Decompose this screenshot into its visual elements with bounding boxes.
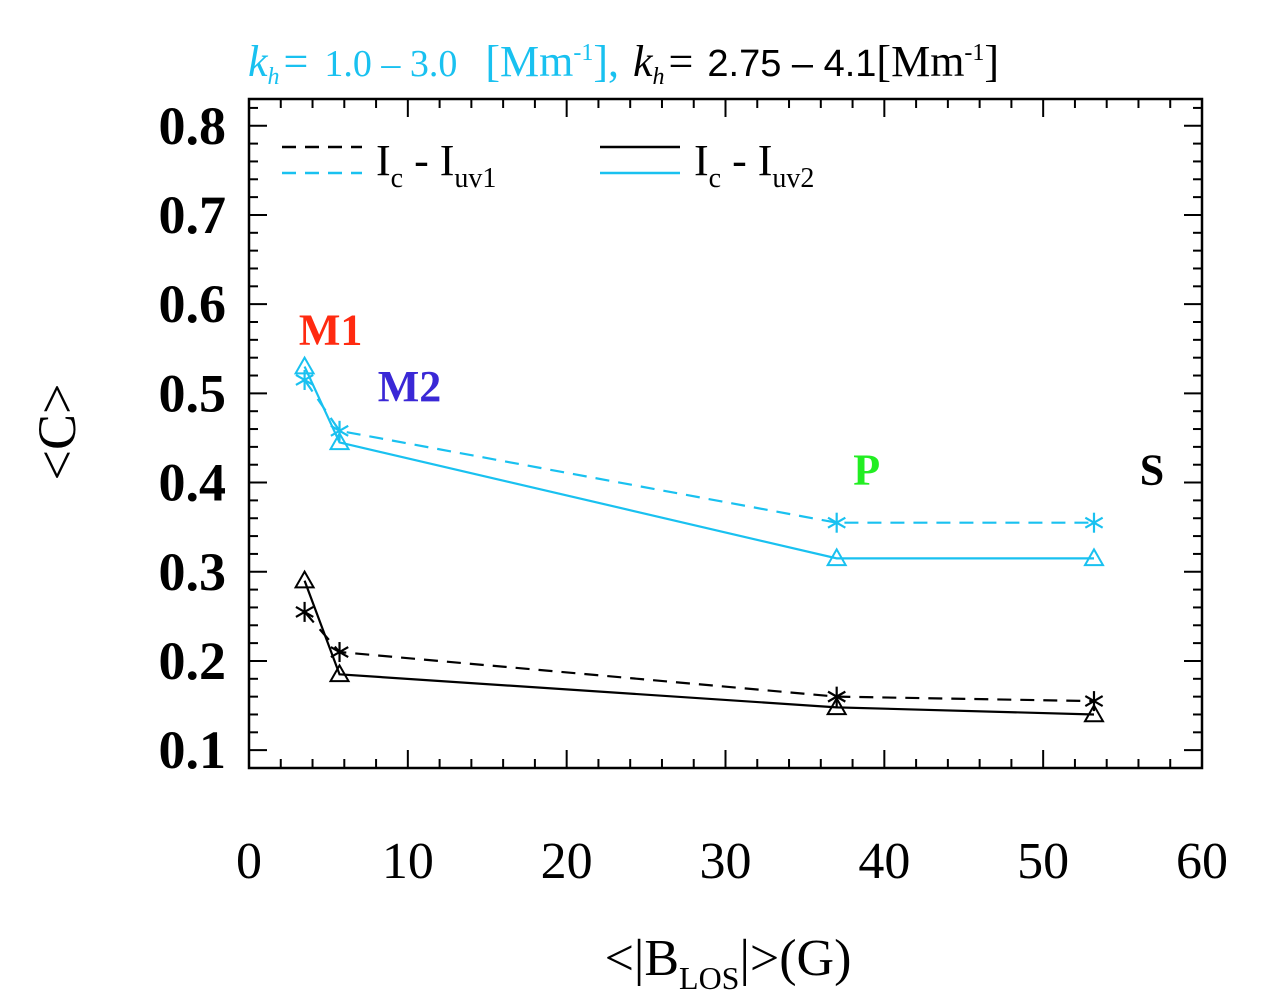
title-range2: 2.75 – 4.1 <box>707 43 876 85</box>
x-axis-label: <|BLOS|>(G) <box>605 930 852 996</box>
title-kh2-sub: h <box>653 64 665 90</box>
y-tick-label: 0.8 <box>159 96 227 156</box>
title-unit1-close: ], <box>593 37 619 86</box>
y-tick-label: 0.7 <box>159 185 227 245</box>
legend-label-iuv1: Ic - Iuv1 <box>376 136 496 194</box>
legend-label-iuv2: Ic - Iuv2 <box>694 136 814 194</box>
y-tick-labels: 0.1 0.2 0.3 0.4 0.5 0.6 0.7 0.8 <box>159 96 227 780</box>
series-line-1 <box>303 366 1094 560</box>
x-tick-label: 0 <box>236 833 262 890</box>
y-tick-label: 0.3 <box>159 542 227 602</box>
title-unit2-close: ] <box>984 37 999 86</box>
series-point-triangle <box>825 696 848 716</box>
y-tick-label: 0.1 <box>159 720 227 780</box>
title-range1: 1.0 – 3.0 <box>324 43 457 85</box>
axis-ticks <box>248 99 1203 769</box>
series-point-triangle <box>328 431 351 451</box>
point-label-p: P <box>853 446 880 495</box>
title-kh1-sub: h <box>268 64 280 90</box>
series-point-triangle <box>328 663 351 683</box>
title-unit1-open: [Mm <box>485 37 573 86</box>
y-tick-label: 0.6 <box>159 274 227 334</box>
series-point-asterisk <box>827 512 846 533</box>
series-point-triangle <box>1083 703 1105 723</box>
title-kh1-symbol: k <box>248 37 269 86</box>
title-unit2-open: [Mm <box>876 37 964 86</box>
legend: Ic - Iuv1 Ic - Iuv2 <box>282 136 814 194</box>
series-point-asterisk <box>295 601 314 622</box>
point-label-m1: M1 <box>299 306 363 355</box>
title-eq2: = <box>669 37 694 86</box>
title-kh2-symbol: k <box>633 37 654 86</box>
series-point-asterisk <box>330 642 349 663</box>
x-tick-labels: 0 10 20 30 40 50 60 <box>236 833 1228 890</box>
series-line-2 <box>303 611 1095 703</box>
y-axis-label: <C> <box>27 384 87 481</box>
x-tick-label: 60 <box>1176 833 1228 890</box>
x-tick-label: 40 <box>858 833 910 890</box>
point-label-s: S <box>1140 446 1164 495</box>
chart-title: kh= 1.0 – 3.0 [Mm-1], kh= 2.75 – 4.1[Mm-1] <box>248 37 999 90</box>
y-tick-label: 0.5 <box>159 363 227 423</box>
point-labels: M1 M2 P S <box>299 306 1164 495</box>
title-eq1: = <box>284 37 309 86</box>
y-tick-label: 0.4 <box>159 453 227 513</box>
series-line-3 <box>303 580 1095 716</box>
x-tick-label: 30 <box>700 833 752 890</box>
series-point-triangle <box>1083 547 1105 567</box>
point-label-m2: M2 <box>378 362 442 411</box>
series-point-triangle <box>293 569 316 589</box>
x-tick-label: 10 <box>382 833 434 890</box>
plot-frame <box>247 97 1204 770</box>
series-point-asterisk <box>1084 512 1104 533</box>
series-point-triangle <box>293 355 316 375</box>
title-unit1-exp: -1 <box>573 40 593 66</box>
x-tick-label: 50 <box>1017 833 1069 890</box>
title-unit2-exp: -1 <box>964 40 984 66</box>
series-point-asterisk <box>1084 691 1104 712</box>
series-point-triangle <box>825 547 848 567</box>
series-group <box>293 355 1105 723</box>
y-tick-label: 0.2 <box>159 631 227 691</box>
x-tick-label: 20 <box>541 833 593 890</box>
